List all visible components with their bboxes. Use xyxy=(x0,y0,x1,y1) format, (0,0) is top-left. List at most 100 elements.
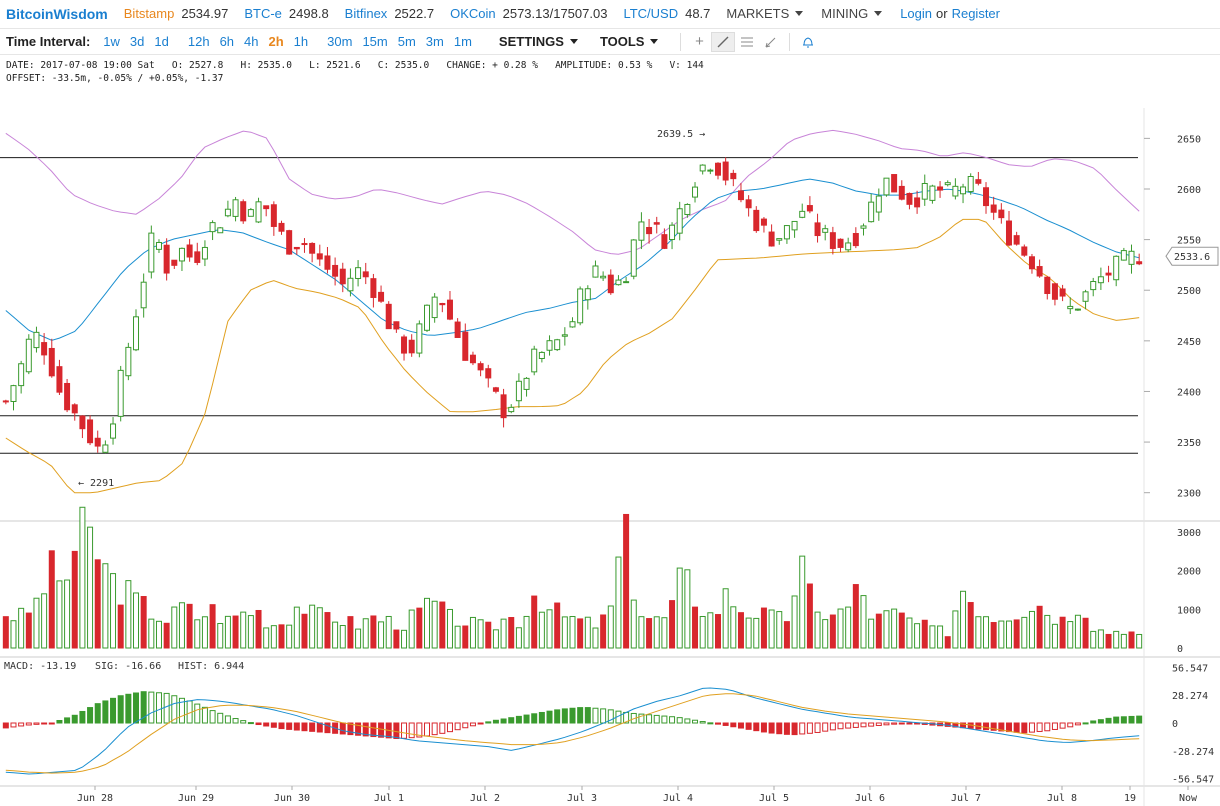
x-tick-label: Jul 1 xyxy=(374,793,404,804)
interval-5m[interactable]: 5m xyxy=(397,34,416,49)
x-tick-label: Jul 6 xyxy=(855,793,885,804)
interval-3m[interactable]: 3m xyxy=(425,34,444,49)
candle-up xyxy=(952,185,959,197)
macd-histogram-bar xyxy=(408,722,415,739)
candle-down xyxy=(492,387,499,392)
markets-menu-label: MARKETS xyxy=(726,6,790,21)
candle-down xyxy=(309,242,316,254)
volume-bar-up xyxy=(133,592,140,649)
volume-bar-up xyxy=(1074,614,1081,649)
interval-4h[interactable]: 4h xyxy=(244,34,259,49)
macd-histogram-bar xyxy=(768,722,775,734)
volume-bar-down xyxy=(783,621,790,649)
interval-1h[interactable]: 1h xyxy=(293,34,309,49)
settings-menu-label: SETTINGS xyxy=(498,34,564,49)
exchange-ltcusd[interactable]: LTC/USD xyxy=(623,6,679,21)
macd-histogram-bar xyxy=(110,697,117,724)
interval-1m[interactable]: 1m xyxy=(453,34,472,49)
volume-bar-up xyxy=(110,573,117,649)
candle-up xyxy=(416,323,423,354)
candle-down xyxy=(163,244,170,274)
volume-bar-up xyxy=(1090,630,1097,649)
brand-logo[interactable]: BitcoinWisdom xyxy=(6,5,108,22)
volume-bar-down xyxy=(94,559,101,649)
volume-bar-up xyxy=(745,617,752,649)
interval-15m[interactable]: 15m xyxy=(362,34,388,49)
candle-up xyxy=(531,348,538,373)
chevron-down-icon xyxy=(874,11,883,16)
interval-3d[interactable]: 3d xyxy=(129,34,145,49)
candle-down xyxy=(722,161,729,181)
fib-lines-icon[interactable] xyxy=(735,32,759,52)
login-link[interactable]: Login xyxy=(900,6,933,21)
volume-bar-up xyxy=(125,580,132,649)
macd-histogram-bar xyxy=(523,714,530,724)
bell-icon[interactable] xyxy=(796,32,820,52)
candle-down xyxy=(332,264,339,277)
interval-1d[interactable]: 1d xyxy=(154,34,169,49)
tools-menu[interactable]: TOOLS xyxy=(600,34,659,49)
exchange-btce[interactable]: BTC-e xyxy=(244,6,282,21)
exchange-bitfinex[interactable]: Bitfinex xyxy=(344,6,388,21)
macd-histogram-bar xyxy=(592,707,599,724)
candle-down xyxy=(1021,246,1028,256)
candle-up xyxy=(699,164,706,172)
macd-histogram-bar xyxy=(446,722,453,733)
chevron-down-icon xyxy=(795,11,804,16)
candle-up xyxy=(431,296,438,319)
y-tick-label: 2550 xyxy=(1177,236,1201,247)
candle-up xyxy=(546,340,553,351)
macd-histogram-bar xyxy=(293,722,300,731)
volume-bar-down xyxy=(1128,631,1135,649)
candle-up xyxy=(791,220,798,231)
interval-6h[interactable]: 6h xyxy=(219,34,235,49)
interval-30m[interactable]: 30m xyxy=(327,34,353,49)
exchange-bitstamp[interactable]: Bitstamp xyxy=(123,6,175,21)
mining-menu[interactable]: MINING xyxy=(821,6,883,21)
volume-bar-up xyxy=(561,616,568,649)
macd-histogram-bar xyxy=(33,722,40,725)
register-link[interactable]: Register xyxy=(951,6,1000,21)
interval-1w[interactable]: 1w xyxy=(103,34,120,49)
y-tick-label: 2300 xyxy=(1177,489,1201,500)
volume-bar-down xyxy=(714,614,721,649)
macd-histogram-bar xyxy=(515,715,522,724)
x-tick-label: Now xyxy=(1179,793,1198,804)
volume-bar-up xyxy=(401,629,408,649)
candle-up xyxy=(669,224,676,241)
volume-bar-up xyxy=(653,616,660,649)
volume-bar-down xyxy=(875,613,882,649)
candle-down xyxy=(806,205,813,212)
volume-bar-down xyxy=(163,622,170,649)
volume-bar-up xyxy=(217,622,224,649)
volume-bar-up xyxy=(454,625,461,649)
exchange-okcoin[interactable]: OKCoin xyxy=(450,6,496,21)
interval-12h[interactable]: 12h xyxy=(187,34,210,49)
chevron-down-icon xyxy=(569,39,578,44)
macd-histogram-bar xyxy=(163,692,170,724)
volume-bar-up xyxy=(776,611,783,649)
candle-up xyxy=(255,201,262,223)
markets-menu[interactable]: MARKETS xyxy=(726,6,804,21)
volume-bar-up xyxy=(845,606,852,649)
macd-y-tick-label: 28.274 xyxy=(1172,691,1208,702)
interval-2h[interactable]: 2h xyxy=(268,34,284,49)
volume-bar-up xyxy=(707,612,714,649)
candle-down xyxy=(94,437,101,447)
candle-down xyxy=(837,238,844,248)
settings-menu[interactable]: SETTINGS xyxy=(499,34,578,49)
pencil-icon[interactable] xyxy=(759,32,783,52)
candle-up xyxy=(883,177,890,196)
candle-up xyxy=(18,363,25,387)
macd-histogram-bar xyxy=(431,722,438,736)
candle-down xyxy=(814,222,821,237)
macd-histogram-bar xyxy=(898,722,905,725)
crosshair-icon[interactable]: + xyxy=(695,33,704,50)
macd-histogram-bar xyxy=(684,718,691,724)
volume-bar-down xyxy=(209,604,216,649)
candle-up xyxy=(201,246,208,260)
volume-y-tick-label: 0 xyxy=(1177,644,1183,655)
line-draw-icon[interactable] xyxy=(711,31,736,52)
candle-up xyxy=(148,232,155,273)
